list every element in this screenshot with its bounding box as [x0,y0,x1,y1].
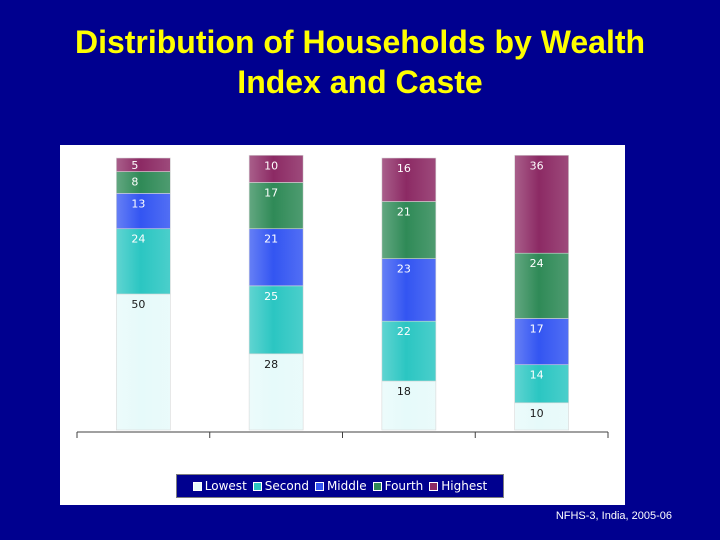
bar-segment-st-lowest [116,293,171,431]
bar-segment-obc-lowest [381,380,437,431]
bar-segment-obc-fourth [381,201,437,259]
bar-segment-sc-middle [248,228,304,287]
x-tick-label-st: ST [135,447,151,462]
legend-item-lowest: Lowest [192,479,247,493]
data-label-sc-fourth: 17 [264,186,278,199]
legend-swatch-highest [429,481,439,491]
legend-label-fourth: Fourth [384,479,424,493]
legend-swatch-second [252,481,262,491]
data-label-other-fourth: 24 [530,257,544,270]
bar-segment-other-middle [514,318,569,366]
data-label-st-second: 24 [131,233,145,246]
chart-title: Distribution of Households by Wealth Ind… [20,22,700,102]
legend-swatch-middle [314,481,324,491]
legend-label-lowest: Lowest [204,479,247,493]
bar-segment-obc-second [381,320,437,382]
x-tick-label-sc: SC [267,447,284,462]
data-label-obc-lowest: 18 [397,385,411,398]
bar-segment-other-highest [514,154,569,254]
bar-segment-obc-middle [381,258,437,322]
legend-swatch-lowest [192,481,202,491]
bar-segment-sc-fourth [248,182,304,230]
bar-segment-sc-lowest [248,353,304,431]
source-note: NFHS-3, India, 2005-06 [555,510,672,522]
bar-segment-obc-highest [381,157,437,202]
data-label-other-highest: 36 [530,159,544,172]
legend-label-second: Second [264,479,309,493]
legend-item-fourth: Fourth [372,479,424,493]
bar-segment-st-highest [116,157,171,172]
data-label-st-middle: 13 [131,197,145,210]
bar-segment-other-fourth [514,252,569,319]
data-label-obc-fourth: 21 [397,206,411,219]
data-label-st-highest: 5 [131,159,138,172]
data-label-other-lowest: 10 [530,407,544,420]
data-label-sc-lowest: 28 [264,358,278,371]
legend-item-second: Second [252,479,309,493]
x-tick-label-other: Other [523,447,561,462]
data-label-sc-middle: 21 [264,233,278,246]
data-label-obc-second: 22 [397,325,411,338]
bar-segment-st-middle [116,193,171,230]
data-label-obc-middle: 23 [397,263,411,276]
x-tick-label-obc: OBC [395,447,423,462]
bar-segment-st-fourth [116,171,171,194]
data-label-st-fourth: 8 [131,176,138,189]
data-label-sc-second: 25 [264,290,278,303]
data-label-st-lowest: 50 [131,298,145,311]
bar-segment-sc-second [248,285,304,355]
legend-swatch-fourth [372,481,382,491]
chart-legend: Lowest Second Middle Fourth Highest [176,474,504,498]
legend-item-highest: Highest [429,479,487,493]
data-label-obc-highest: 16 [397,162,411,175]
data-label-sc-highest: 10 [264,159,278,172]
legend-label-highest: Highest [441,479,488,493]
data-label-other-second: 14 [530,369,544,382]
chart-title-line-2: Index and Caste [237,64,483,100]
bar-segment-other-lowest [514,402,569,431]
data-label-other-middle: 17 [530,322,544,335]
chart-title-line-1: Distribution of Households by Wealth [74,24,646,60]
bar-segment-other-second [514,364,569,404]
bar-segment-sc-highest [248,154,304,183]
legend-item-middle: Middle [314,479,367,493]
legend-label-middle: Middle [326,479,367,493]
bar-segment-st-second [116,228,171,295]
